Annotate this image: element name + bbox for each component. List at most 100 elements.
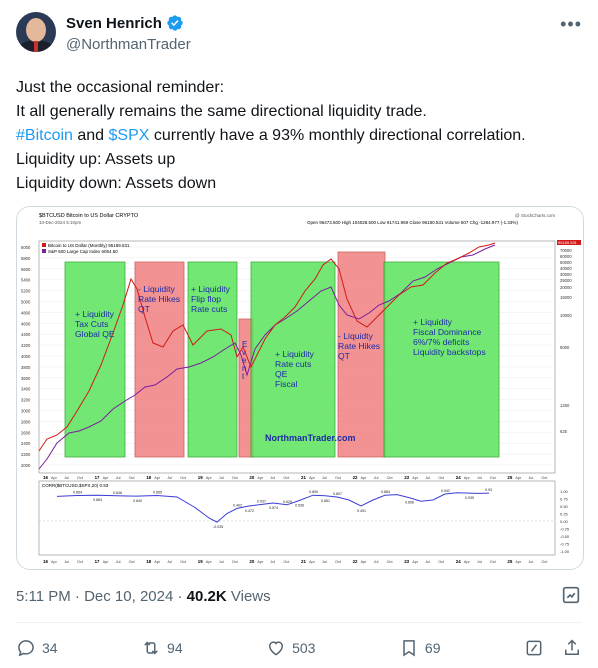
actions-divider bbox=[16, 622, 582, 623]
x-month-label: Oct bbox=[335, 560, 342, 564]
tweet-meta: 5:11 PM · Dec 10, 2024 · 40.2K Views bbox=[16, 588, 271, 605]
x-month-label: Oct bbox=[490, 476, 497, 480]
x-month-label: Jul bbox=[477, 476, 482, 480]
share-icon[interactable] bbox=[562, 638, 582, 658]
zone-label: + Liquidity Fiscal Dominance 6%/7% deficit… bbox=[413, 317, 486, 357]
x-month-label: Jul bbox=[477, 560, 482, 564]
corr-value-label: 0.854 bbox=[73, 491, 82, 495]
tweet-line-2: It all generally remains the same direct… bbox=[16, 103, 427, 120]
cashtag-spx-link[interactable]: $SPX bbox=[108, 127, 150, 144]
retweet-button[interactable]: 94 bbox=[141, 638, 183, 658]
x-month-label: Oct bbox=[129, 560, 136, 564]
tweet-chart-image[interactable]: $BTCUSD Bitcoin to US Dollar CRYPTO 10-D… bbox=[16, 206, 584, 570]
x-month-label: Jul bbox=[167, 476, 172, 480]
x-year-label: 17 bbox=[95, 559, 100, 564]
author-name-row[interactable]: Sven Henrich bbox=[66, 14, 184, 32]
corr-value-label: 0.840 bbox=[133, 499, 142, 503]
corr-value-label: 0.884 bbox=[381, 490, 390, 494]
corr-value-label: 0.851 bbox=[321, 499, 330, 503]
x-month-label: Jul bbox=[270, 560, 275, 564]
x-month-label: Oct bbox=[490, 560, 497, 564]
left-axis-tick: 6000 bbox=[21, 245, 31, 250]
right-axis-tick: 25000 bbox=[560, 278, 572, 283]
corr-value-label: 0.863 bbox=[93, 498, 102, 502]
x-month-label: Jul bbox=[219, 476, 224, 480]
author-handle[interactable]: @NorthmanTrader bbox=[66, 36, 191, 53]
right-axis-tick: 40000 bbox=[560, 266, 572, 271]
chart-header-right: Open 96473.500 High 104028.500 Low 91741… bbox=[307, 220, 518, 225]
left-axis-tick: 3000 bbox=[21, 409, 31, 414]
grok-icon[interactable] bbox=[524, 638, 544, 658]
x-month-label: Oct bbox=[283, 476, 290, 480]
corr-value-label: 0.935 bbox=[465, 496, 474, 500]
x-month-label: Oct bbox=[438, 560, 445, 564]
x-year-label: 20 bbox=[249, 475, 254, 480]
x-month-label: Oct bbox=[283, 560, 290, 564]
x-month-label: Oct bbox=[387, 476, 394, 480]
left-axis-tick: 2800 bbox=[21, 419, 31, 424]
author-name[interactable]: Sven Henrich bbox=[66, 14, 162, 32]
corr-axis-tick: -1.00 bbox=[560, 549, 570, 554]
x-year-label: 20 bbox=[249, 559, 254, 564]
x-month-label: Apr bbox=[103, 476, 110, 480]
corr-legend: CORR($BTCUSD,$SPX,20) 0.93 bbox=[42, 483, 109, 488]
bookmark-button[interactable]: 69 bbox=[399, 638, 441, 658]
left-axis-tick: 4000 bbox=[21, 354, 31, 359]
corr-value-label: -0.035 bbox=[213, 525, 223, 529]
x-year-label: 16 bbox=[43, 475, 48, 480]
x-year-label: 21 bbox=[301, 475, 306, 480]
corr-axis-tick: 0.75 bbox=[560, 497, 569, 502]
x-month-label: Apr bbox=[464, 476, 471, 480]
x-month-label: Oct bbox=[438, 476, 445, 480]
x-year-label: 23 bbox=[404, 559, 409, 564]
x-month-label: Jul bbox=[167, 560, 172, 564]
tweet-line-1: Just the occasional reminder: bbox=[16, 79, 225, 96]
x-month-label: Jul bbox=[425, 560, 430, 564]
corr-value-label: 0.574 bbox=[269, 506, 278, 510]
x-year-label: 18 bbox=[146, 475, 151, 480]
reply-icon bbox=[18, 640, 34, 657]
reply-count: 34 bbox=[42, 640, 58, 656]
grok-analyze-icon[interactable] bbox=[560, 584, 582, 606]
author-avatar[interactable] bbox=[16, 12, 56, 52]
heart-icon bbox=[269, 641, 284, 656]
left-axis-tick: 4400 bbox=[21, 332, 31, 337]
x-month-label: Oct bbox=[335, 476, 342, 480]
more-options-icon[interactable]: ••• bbox=[560, 14, 582, 34]
hashtag-bitcoin-link[interactable]: #Bitcoin bbox=[16, 127, 73, 144]
corr-value-label: 0.942 bbox=[441, 489, 450, 493]
x-month-label: Apr bbox=[464, 560, 471, 564]
x-year-label: 17 bbox=[95, 475, 100, 480]
right-axis-tick: 625 bbox=[560, 429, 568, 434]
like-button[interactable]: 503 bbox=[266, 638, 315, 658]
retweet-count: 94 bbox=[167, 640, 183, 656]
tweet-date[interactable]: Dec 10, 2024 bbox=[84, 588, 174, 605]
x-year-label: 16 bbox=[43, 559, 48, 564]
verified-badge-icon bbox=[167, 15, 183, 31]
x-month-label: Apr bbox=[51, 476, 58, 480]
tweet-line-4: Liquidity up: Assets up bbox=[16, 151, 176, 168]
corr-axis-tick: 0.50 bbox=[560, 504, 569, 509]
right-axis-tick: 1250 bbox=[560, 403, 570, 408]
legend-spx: S&P 500 Large Cap Index 6054.50 bbox=[48, 249, 118, 254]
bookmark-icon bbox=[403, 640, 415, 657]
x-year-label: 22 bbox=[353, 475, 358, 480]
left-axis-tick: 4200 bbox=[21, 343, 31, 348]
x-year-label: 21 bbox=[301, 559, 306, 564]
actions-right-group bbox=[524, 638, 582, 658]
x-month-label: Apr bbox=[309, 560, 316, 564]
x-month-label: Apr bbox=[412, 476, 419, 480]
right-axis-tick: 15000 bbox=[560, 295, 572, 300]
x-month-label: Jul bbox=[270, 476, 275, 480]
right-axis-tick: 95189.531 bbox=[558, 240, 578, 245]
tweet-time[interactable]: 5:11 PM bbox=[16, 588, 71, 605]
zone-label: + Liquidity Rate cuts QE Fiscal bbox=[275, 349, 315, 389]
reply-button[interactable]: 34 bbox=[16, 638, 58, 658]
x-month-label: Oct bbox=[77, 560, 84, 564]
corr-value-label: 0.537 bbox=[257, 500, 266, 504]
left-axis-tick: 2200 bbox=[21, 452, 31, 457]
x-year-label: 25 bbox=[507, 559, 512, 564]
x-month-label: Jul bbox=[322, 560, 327, 564]
x-month-label: Apr bbox=[51, 560, 58, 564]
